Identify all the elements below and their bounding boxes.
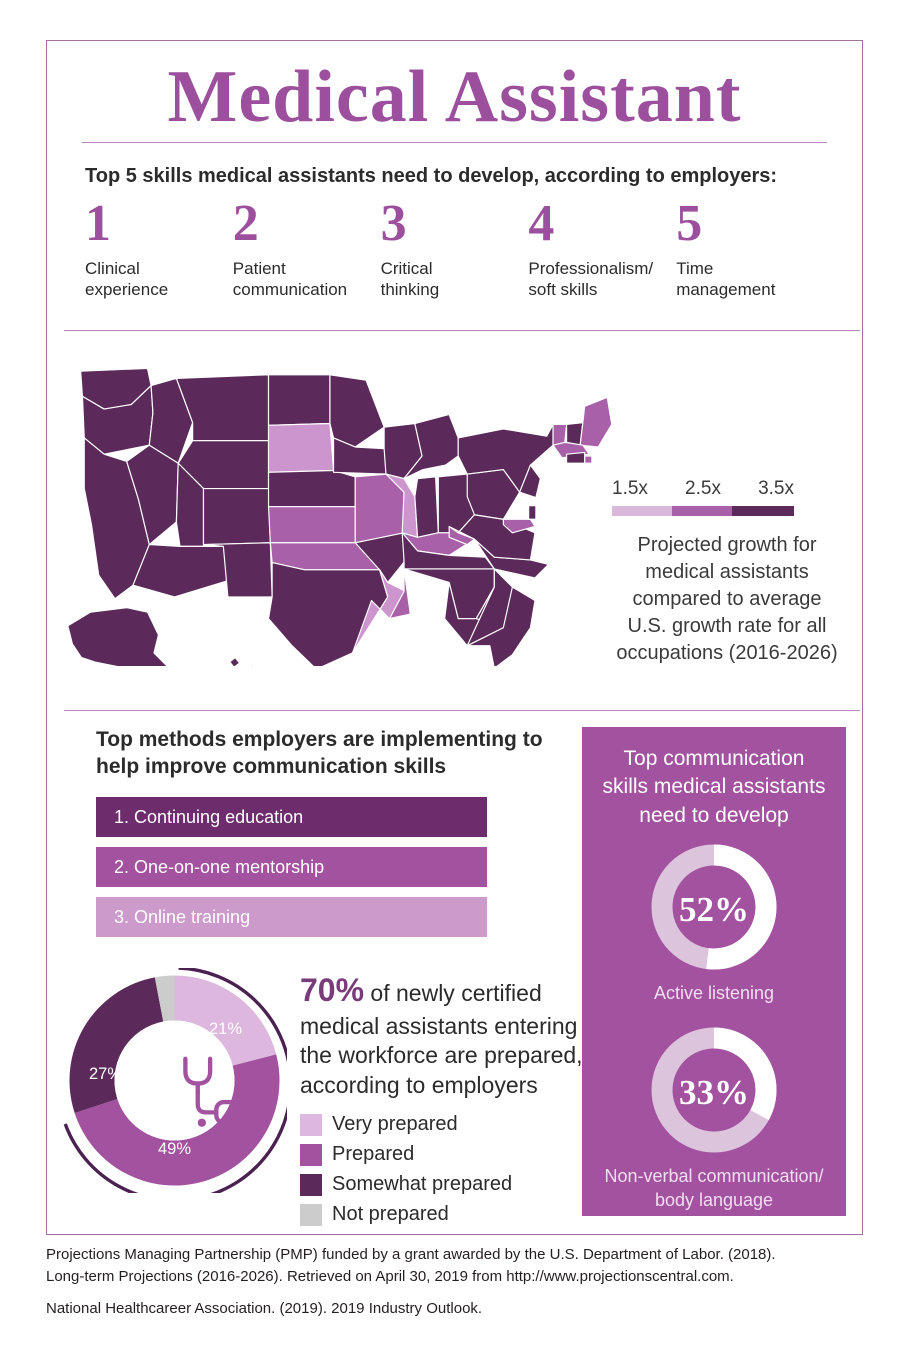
svg-text:52%: 52% [679, 890, 749, 929]
svg-text:27%: 27% [89, 1065, 122, 1083]
svg-text:49%: 49% [158, 1140, 191, 1158]
svg-text:21%: 21% [209, 1020, 242, 1038]
svg-text:33%: 33% [679, 1073, 749, 1112]
